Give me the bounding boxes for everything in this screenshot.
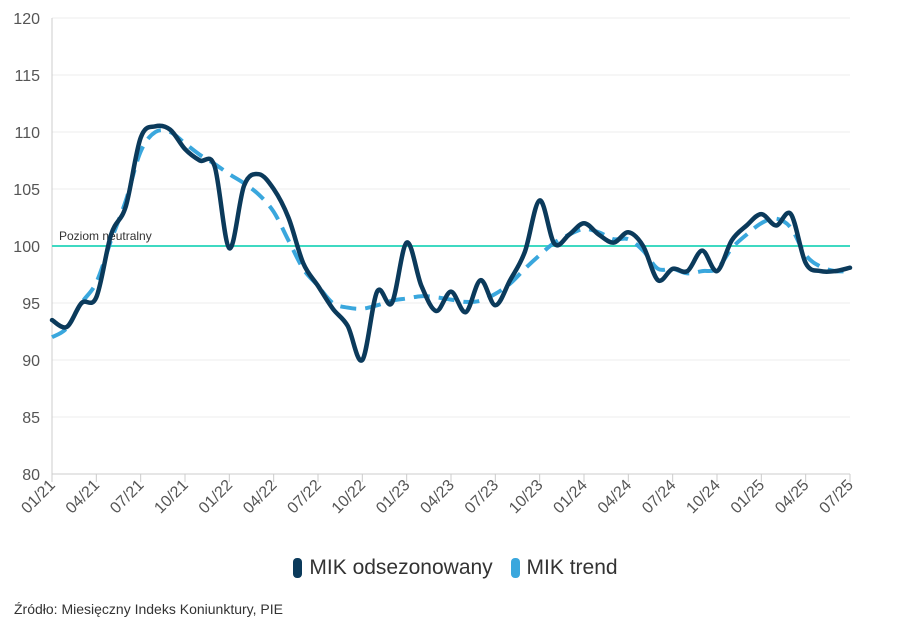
x-tick-label-07-23: 07/23 [462, 477, 502, 517]
series-group [49, 123, 853, 363]
x-tick-label-01-22: 01/22 [196, 477, 236, 517]
y-tick-label-120: 120 [13, 11, 40, 28]
legend-swatch-trend [510, 558, 520, 578]
y-tick-label-110: 110 [14, 125, 40, 142]
x-tick-label-10-21: 10/21 [151, 477, 191, 517]
series-line-trend [50, 128, 851, 339]
x-tick-label-07-21: 07/21 [107, 477, 147, 517]
source-note: Źródło: Miesięczny Indeks Koniunktury, P… [14, 601, 283, 617]
legend: MIK odsezonowany MIK trend [0, 556, 911, 584]
y-tick-label-90: 90 [22, 353, 40, 370]
x-tick-label-04-21: 04/21 [63, 477, 103, 517]
y-tick-label-105: 105 [13, 182, 40, 199]
x-tick-label-04-25: 04/25 [772, 477, 812, 517]
x-tick-label-01-25: 01/25 [728, 477, 768, 517]
legend-label-seasonally-adjusted: MIK odsezonowany [309, 556, 493, 579]
y-axis-ticks: 80 85 90 95 100 105 110 115 120 [13, 11, 40, 484]
x-tick-label-07-22: 07/22 [284, 477, 324, 517]
x-tick-label-10-22: 10/22 [329, 477, 369, 517]
neutral-level-label: Poziom neutralny [59, 229, 152, 243]
x-axis-ticks: 01/21 04/21 07/21 10/21 01/22 04/22 07/22 10/22… [18, 477, 856, 517]
legend-item-seasonally-adjusted[interactable]: MIK odsezonowany [293, 556, 493, 580]
y-tick-label-85: 85 [22, 410, 40, 427]
legend-swatch-seasonally-adjusted [293, 558, 303, 578]
x-tick-label-04-23: 04/23 [417, 477, 457, 517]
legend-item-trend[interactable]: MIK trend [510, 556, 618, 580]
series-line-seasonally-adjusted [49, 123, 853, 363]
x-tick-label-07-24: 07/24 [639, 477, 679, 517]
legend-label-trend: MIK trend [526, 556, 618, 579]
x-tick-label-01-24: 01/24 [550, 477, 590, 517]
y-tick-label-80: 80 [22, 467, 40, 484]
x-tick-label-07-25: 07/25 [816, 477, 856, 517]
x-tick-label-04-24: 04/24 [595, 477, 635, 517]
x-tick-label-01-23: 01/23 [373, 477, 413, 517]
y-tick-label-100: 100 [13, 239, 40, 256]
y-tick-label-95: 95 [22, 296, 40, 313]
neutral-level: Poziom neutralny [52, 229, 850, 247]
y-tick-label-115: 115 [14, 68, 40, 85]
x-tick-label-10-24: 10/24 [683, 477, 723, 517]
axes [51, 18, 851, 482]
x-tick-label-04-22: 04/22 [240, 477, 280, 517]
x-tick-label-10-23: 10/23 [506, 477, 546, 517]
